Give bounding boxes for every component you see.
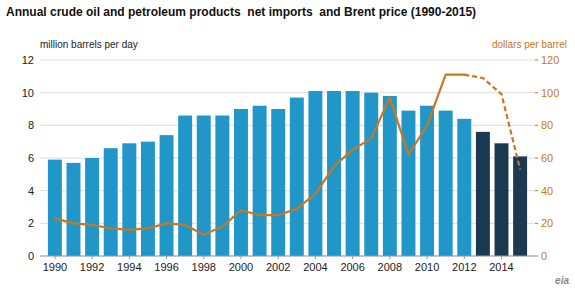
- y-tick-label: 12: [22, 54, 34, 66]
- x-tick-label: 1990: [43, 261, 67, 273]
- y-tick-label: 2: [28, 217, 34, 229]
- x-tick-label: 1992: [80, 261, 104, 273]
- bar: [439, 111, 453, 256]
- x-tick-label: 2008: [378, 261, 402, 273]
- bar: [67, 163, 81, 256]
- x-tick: [501, 256, 502, 259]
- x-tick-label: 2012: [452, 261, 476, 273]
- grid-line: [40, 60, 535, 61]
- x-tick-label: 2010: [415, 261, 439, 273]
- grid-line: [40, 256, 535, 257]
- x-tick: [427, 256, 428, 259]
- bar: [383, 96, 397, 256]
- annotation: eia: [555, 275, 569, 286]
- bar: [308, 91, 322, 256]
- bar: [346, 91, 360, 256]
- bar: [271, 109, 285, 256]
- bar: [420, 106, 434, 256]
- bar: [141, 142, 155, 256]
- y2-tick: [535, 256, 538, 257]
- y2-tick-label: 40: [541, 185, 553, 197]
- bar: [513, 156, 527, 256]
- x-tick: [389, 256, 390, 259]
- bar: [495, 143, 509, 256]
- bar: [476, 132, 490, 256]
- bar: [85, 158, 99, 256]
- chart: Annual crude oil and petroleum products …: [0, 0, 575, 288]
- x-tick: [352, 256, 353, 259]
- line: [55, 75, 464, 235]
- x-tick: [54, 256, 55, 259]
- x-tick-label: 2000: [229, 261, 253, 273]
- x-tick-label: 1998: [192, 261, 216, 273]
- x-tick: [129, 256, 130, 259]
- x-tick-label: 2004: [303, 261, 327, 273]
- plot-area: [48, 75, 527, 256]
- y-tick-label: 6: [28, 152, 34, 164]
- line: [464, 75, 520, 170]
- x-tick: [203, 256, 204, 259]
- grid: [40, 60, 535, 256]
- x-tick-label: 2014: [489, 261, 513, 273]
- y2-tick: [535, 125, 538, 126]
- x-tick: [464, 256, 465, 259]
- y2-tick-label: 100: [541, 87, 559, 99]
- bar: [401, 111, 415, 256]
- bar: [160, 135, 174, 256]
- bar: [234, 109, 248, 256]
- y2-tick: [535, 190, 538, 191]
- y-tick-label: 8: [28, 119, 34, 131]
- x-tick-label: 1994: [117, 261, 141, 273]
- y2-axis-label: dollars per barrel: [492, 39, 567, 50]
- y-tick-label: 10: [22, 87, 34, 99]
- bar: [178, 116, 192, 256]
- y2-tick-label: 20: [541, 217, 553, 229]
- y2-tick-label: 120: [541, 54, 559, 66]
- x-tick-label: 2002: [266, 261, 290, 273]
- y2-tick: [535, 92, 538, 93]
- y-axis-label: million barrels per day: [40, 39, 138, 50]
- x-tick: [92, 256, 93, 259]
- bar: [364, 93, 378, 256]
- x-tick: [240, 256, 241, 259]
- y2-tick: [535, 60, 538, 61]
- x-axis-line: [40, 256, 535, 257]
- bar: [290, 98, 304, 256]
- bar: [253, 106, 267, 256]
- bar: [215, 116, 229, 256]
- x-tick: [315, 256, 316, 259]
- x-tick-label: 1996: [154, 261, 178, 273]
- grid-line: [40, 92, 535, 93]
- bar: [457, 119, 471, 256]
- bar: [122, 143, 136, 256]
- y-tick-label: 0: [28, 250, 34, 262]
- x-tick-label: 2006: [340, 261, 364, 273]
- y-tick-label: 4: [28, 185, 34, 197]
- y2-tick: [535, 223, 538, 224]
- bar: [48, 160, 62, 256]
- y2-tick: [535, 158, 538, 159]
- y2-tick-label: 0: [541, 250, 547, 262]
- bar: [104, 148, 118, 256]
- y2-tick-label: 80: [541, 119, 553, 131]
- y2-tick-label: 60: [541, 152, 553, 164]
- x-tick: [166, 256, 167, 259]
- title: Annual crude oil and petroleum products …: [6, 5, 476, 19]
- x-tick: [278, 256, 279, 259]
